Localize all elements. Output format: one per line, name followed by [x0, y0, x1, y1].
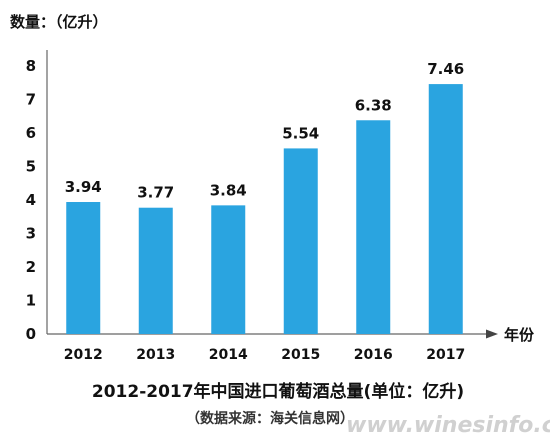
y-tick-label: 7 [26, 91, 36, 109]
y-tick-labels: 0 1 2 3 4 5 6 7 8 [26, 57, 36, 343]
bar [66, 202, 101, 334]
bar [356, 120, 391, 335]
y-tick-label: 8 [26, 57, 36, 75]
data-label: 3.94 [65, 178, 102, 196]
y-tick-label: 5 [26, 158, 36, 176]
data-label: 3.84 [210, 181, 247, 199]
y-tick-label: 3 [26, 225, 36, 243]
x-axis-label: 年份 [504, 326, 535, 344]
y-tick-label: 4 [26, 191, 36, 209]
y-tick-label: 0 [26, 325, 36, 343]
y-tick-label: 2 [26, 258, 36, 276]
bar [211, 205, 246, 334]
data-label: 7.46 [427, 60, 464, 78]
x-tick-labels: 2012 2013 2014 2015 2016 2017 [64, 347, 465, 363]
x-tick-label: 2012 [64, 347, 103, 363]
watermark-text: www.winesinfo.com [346, 413, 550, 438]
x-tick-label: 2017 [426, 347, 465, 363]
data-label: 3.77 [137, 184, 174, 202]
data-label: 5.54 [282, 124, 319, 142]
x-tick-label: 2015 [281, 347, 320, 363]
data-labels: 3.94 3.77 3.84 5.54 6.38 7.46 [65, 60, 465, 202]
x-tick-label: 2013 [136, 347, 175, 363]
chart-subtitle: （数据来源：海关信息网） [186, 410, 354, 427]
bars [66, 84, 463, 335]
y-tick-label: 6 [26, 124, 36, 142]
chart-title: 2012-2017年中国进口葡萄酒总量(单位：亿升) [92, 381, 464, 402]
data-label: 6.38 [355, 96, 392, 114]
bar [138, 207, 173, 334]
x-tick-label: 2014 [209, 347, 248, 363]
bar [283, 148, 318, 334]
x-tick-label: 2016 [354, 347, 393, 363]
y-tick-label: 1 [26, 292, 36, 310]
y-axis-label: 数量：（亿升） [10, 13, 108, 31]
x-axis-arrow [486, 329, 498, 339]
bar [428, 84, 463, 334]
